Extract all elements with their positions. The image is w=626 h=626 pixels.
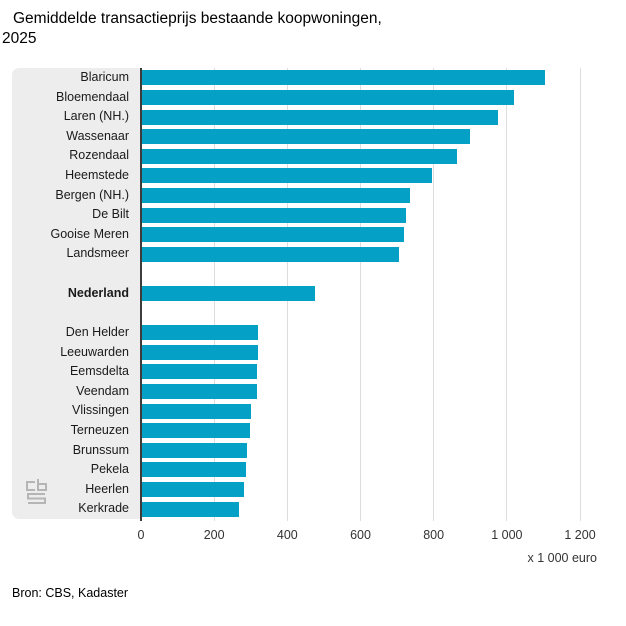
- bar: [142, 129, 471, 145]
- bar: [142, 442, 248, 458]
- y-axis-line: [140, 68, 142, 521]
- gridline: [360, 68, 361, 521]
- cbs-logo: [26, 479, 47, 504]
- category-label: Blaricum: [80, 70, 129, 84]
- category-label-panel: [12, 68, 141, 519]
- category-label: Rozendaal: [69, 148, 129, 163]
- category-label: Landsmeer: [66, 246, 129, 261]
- bar: [142, 462, 247, 478]
- category-label: Vlissingen: [72, 403, 129, 418]
- category-label: De Bilt: [92, 207, 129, 222]
- cbs-logo-letter-c: [26, 481, 35, 491]
- category-label: Den Helder: [65, 324, 129, 339]
- category-label: Wassenaar: [66, 128, 129, 143]
- category-label: Bergen (NH.): [55, 187, 129, 202]
- x-axis-tick-label: 600: [350, 528, 371, 542]
- category-label: Nederland: [67, 285, 129, 300]
- bar: [142, 109, 498, 125]
- category-label: Eemsdelta: [69, 364, 129, 379]
- category-label: Veendam: [76, 383, 129, 398]
- bar: [142, 286, 315, 301]
- cbs-logo-letter-b: [37, 479, 47, 491]
- bar: [142, 207, 407, 223]
- bar: [142, 403, 251, 419]
- cbs-logo-letter-s: [27, 493, 46, 504]
- x-axis-unit-label: x 1 000 euro: [527, 551, 598, 565]
- category-label: Leeuwarden: [60, 344, 129, 359]
- x-axis-tick-label: 0: [137, 528, 145, 542]
- category-label: Pekela: [90, 462, 129, 477]
- chart-title-line1: Gemiddelde transactieprijs bestaande koo…: [13, 10, 382, 27]
- bar: [142, 344, 259, 360]
- category-label: Laren (NH.): [63, 109, 129, 124]
- category-label: Terneuzen: [70, 422, 129, 437]
- x-axis-tick-label: 200: [203, 528, 225, 542]
- gridline: [579, 68, 581, 521]
- category-label: Bloemendaal: [56, 89, 129, 104]
- bar: [142, 168, 432, 184]
- bar: [142, 423, 251, 439]
- category-label: Gooise Meren: [50, 226, 129, 241]
- bar: [142, 246, 399, 262]
- gridline: [433, 68, 435, 521]
- bar: [142, 364, 258, 380]
- bar: [142, 482, 245, 498]
- chart-title-line2: 2025: [2, 29, 37, 47]
- category-label: Kerkrade: [78, 501, 129, 516]
- category-label: Heerlen: [85, 481, 129, 496]
- x-axis-tick-label: 1 000: [491, 528, 523, 542]
- x-axis-tick-label: 400: [276, 528, 298, 542]
- bar: [142, 325, 259, 341]
- source-credit: Bron: CBS, Kadaster: [12, 586, 129, 600]
- bar: [142, 89, 515, 105]
- gridline: [506, 68, 508, 521]
- bar: [142, 148, 458, 164]
- bar: [142, 227, 405, 243]
- chart-title: Gemiddelde transactieprijs bestaande koo…: [2, 9, 382, 48]
- x-axis-tick-label: 1 200: [564, 528, 596, 542]
- bar: [142, 187, 410, 203]
- bar: [142, 384, 257, 400]
- category-label: Heemstede: [65, 168, 129, 183]
- x-axis-tick-label: 800: [423, 528, 445, 542]
- category-label: Brunssum: [72, 442, 129, 457]
- bar: [142, 501, 240, 517]
- bar: [142, 70, 546, 86]
